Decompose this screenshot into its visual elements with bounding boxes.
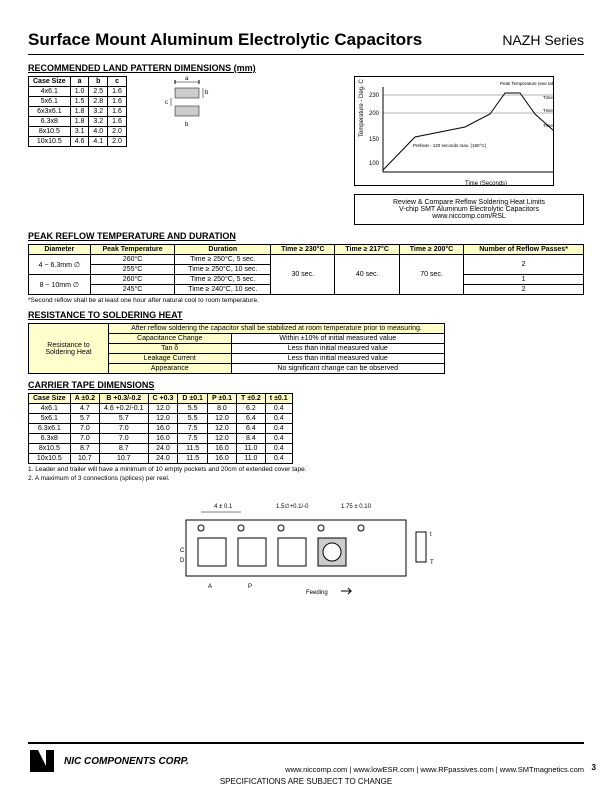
land-pattern-table: Case Size a b c 4x6.11.02.51.6 5x6.11.52… bbox=[28, 76, 127, 147]
series-name: NAZH Series bbox=[502, 32, 584, 48]
svg-text:4 ± 0.1: 4 ± 0.1 bbox=[214, 504, 233, 510]
review-box: Review & Compare Reflow Soldering Heat L… bbox=[354, 194, 584, 225]
svg-text:A: A bbox=[208, 584, 212, 590]
svg-text:D: D bbox=[180, 558, 185, 564]
land-pattern-row: Case Size a b c 4x6.11.02.51.6 5x6.11.52… bbox=[28, 76, 584, 225]
tape-diagram: 4 ± 0.1 1.5∅+0.1/-0 1.75 ± 0.10 C D A P … bbox=[166, 492, 446, 602]
svg-text:b: b bbox=[185, 122, 189, 128]
svg-text:1.5∅+0.1/-0: 1.5∅+0.1/-0 bbox=[276, 503, 309, 510]
svg-text:Feeding: Feeding bbox=[306, 590, 328, 596]
svg-text:230: 230 bbox=[369, 93, 380, 99]
col-header: c bbox=[108, 77, 127, 87]
svg-text:Temperature - Deg. C: Temperature - Deg. C bbox=[359, 79, 365, 137]
page-number: 3 bbox=[592, 763, 596, 772]
svg-text:Peak Temperature (see table): Peak Temperature (see table) bbox=[500, 81, 554, 86]
svg-text:t: t bbox=[430, 532, 432, 538]
section-peak-reflow: PEAK REFLOW TEMPERATURE AND DURATION bbox=[28, 231, 584, 241]
section-land-pattern: RECOMMENDED LAND PATTERN DIMENSIONS (mm) bbox=[28, 63, 584, 73]
pad-diagram: a b c b bbox=[141, 76, 211, 136]
peak-reflow-table: Diameter Peak Temperature Duration Time … bbox=[28, 244, 584, 295]
col-header: a bbox=[70, 77, 89, 87]
svg-text:Time Above 217°C (see table): Time Above 217°C (see table) bbox=[543, 108, 554, 113]
svg-text:T: T bbox=[430, 560, 434, 566]
svg-text:b: b bbox=[205, 90, 209, 96]
svg-text:a: a bbox=[185, 76, 189, 82]
svg-text:Time Above 250°C (see table): Time Above 250°C (see table) bbox=[543, 95, 554, 100]
svg-text:1.75 ± 0.10: 1.75 ± 0.10 bbox=[341, 504, 372, 510]
carrier-note1: 1. Leader and trailer will have a minimu… bbox=[28, 466, 584, 473]
svg-text:200: 200 bbox=[369, 111, 380, 117]
footer-links[interactable]: www.niccomp.com | www.lowESR.com | www.R… bbox=[285, 765, 584, 774]
svg-text:C: C bbox=[180, 548, 185, 554]
svg-text:150: 150 bbox=[369, 137, 380, 143]
col-header: b bbox=[89, 77, 108, 87]
svg-text:c: c bbox=[165, 100, 168, 106]
svg-text:Preheat - 120 seconds max. (18: Preheat - 120 seconds max. (180°C) bbox=[413, 143, 487, 148]
reflow-note: *Second reflow shall be at least one hou… bbox=[28, 297, 584, 304]
review-line: Review & Compare Reflow Soldering Heat L… bbox=[363, 199, 575, 206]
section-carrier: CARRIER TAPE DIMENSIONS bbox=[28, 380, 584, 390]
reflow-profile-chart: Temperature - Deg. C 230 200 150 100 Pre… bbox=[354, 76, 554, 186]
section-resistance: RESISTANCE TO SOLDERING HEAT bbox=[28, 310, 584, 320]
svg-text:Time Above 200°C (see table): Time Above 200°C (see table) bbox=[543, 123, 554, 128]
svg-text:100: 100 bbox=[369, 161, 380, 167]
carrier-table: Case Size A ±0.2 B +0.3/-0.2 C +0.3 D ±0… bbox=[28, 393, 293, 464]
svg-text:Time (Seconds): Time (Seconds) bbox=[465, 181, 507, 186]
page-title: Surface Mount Aluminum Electrolytic Capa… bbox=[28, 30, 422, 50]
carrier-note2: 2. A maximum of 3 connections (splices) … bbox=[28, 475, 584, 482]
col-header: Case Size bbox=[29, 77, 71, 87]
review-line: V-chip SMT Aluminum Electrolytic Capacit… bbox=[363, 206, 575, 213]
spec-change-notice: SPECIFICATIONS ARE SUBJECT TO CHANGE bbox=[0, 777, 612, 786]
nic-logo-icon bbox=[28, 748, 58, 774]
corp-name: NIC COMPONENTS CORP. bbox=[64, 756, 189, 767]
svg-text:P: P bbox=[248, 584, 252, 590]
page-header: Surface Mount Aluminum Electrolytic Capa… bbox=[28, 30, 584, 55]
page-footer: NIC COMPONENTS CORP. www.niccomp.com | w… bbox=[28, 742, 584, 774]
resistance-table: Resistance to Soldering Heat After reflo… bbox=[28, 323, 445, 374]
review-link[interactable]: www.niccomp.com/RSL bbox=[363, 213, 575, 220]
